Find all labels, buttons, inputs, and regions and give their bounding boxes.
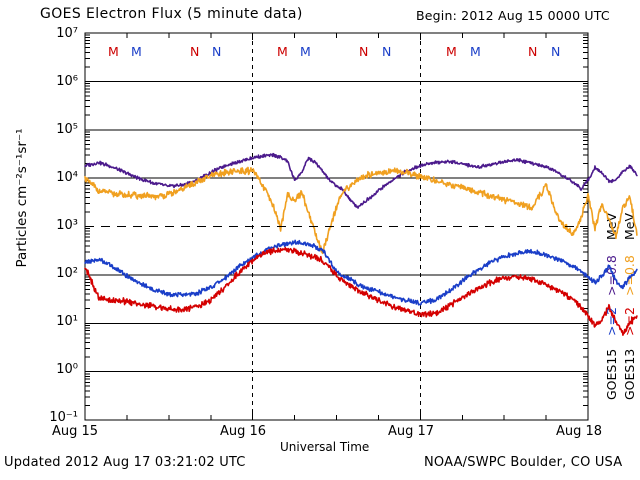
y-tick-label: 10⁴ [56, 170, 78, 185]
marker-noon-7: N [382, 44, 392, 59]
marker-midnight-9: M [470, 44, 481, 59]
marker-noon-10: N [528, 44, 538, 59]
y-tick-label: 10² [56, 266, 78, 281]
series-line-goes15-0-8-mev [84, 152, 638, 209]
y-tick-label: 10⁰ [56, 362, 78, 377]
y-tick-label: 10⁻¹ [49, 410, 78, 425]
y-tick-label: 10⁶ [56, 74, 78, 89]
marker-noon-6: N [359, 44, 369, 59]
marker-midnight-8: M [446, 44, 457, 59]
y-tick-label: 10⁵ [56, 122, 78, 137]
marker-midnight-4: M [277, 44, 288, 59]
marker-midnight-5: M [300, 44, 311, 59]
x-axis-title: Universal Time [280, 440, 370, 454]
y-tick-label: 10⁷ [56, 26, 78, 41]
marker-midnight-0: M [108, 44, 119, 59]
marker-noon-2: N [190, 44, 200, 59]
x-tick-label: Aug 15 [52, 424, 99, 439]
series-line-goes13-2-mev [84, 246, 638, 336]
marker-noon-11: N [551, 44, 561, 59]
series-line-goes15-2-mev [84, 239, 638, 306]
marker-noon-3: N [212, 44, 222, 59]
marker-midnight-1: M [131, 44, 142, 59]
x-tick-label: Aug 18 [556, 424, 603, 439]
updated-timestamp: Updated 2012 Aug 17 03:21:02 UTC [4, 455, 246, 470]
series-line-goes13-0-8-mev [84, 166, 638, 255]
y-tick-label: 10¹ [56, 314, 78, 329]
x-tick-label: Aug 16 [220, 424, 267, 439]
page-title: GOES Electron Flux (5 minute data) [40, 6, 303, 22]
x-tick-label: Aug 17 [388, 424, 435, 439]
begin-timestamp: Begin: 2012 Aug 15 0000 UTC [416, 8, 610, 23]
credit-label: NOAA/SWPC Boulder, CO USA [424, 455, 623, 470]
y-tick-label: 10³ [56, 218, 78, 233]
